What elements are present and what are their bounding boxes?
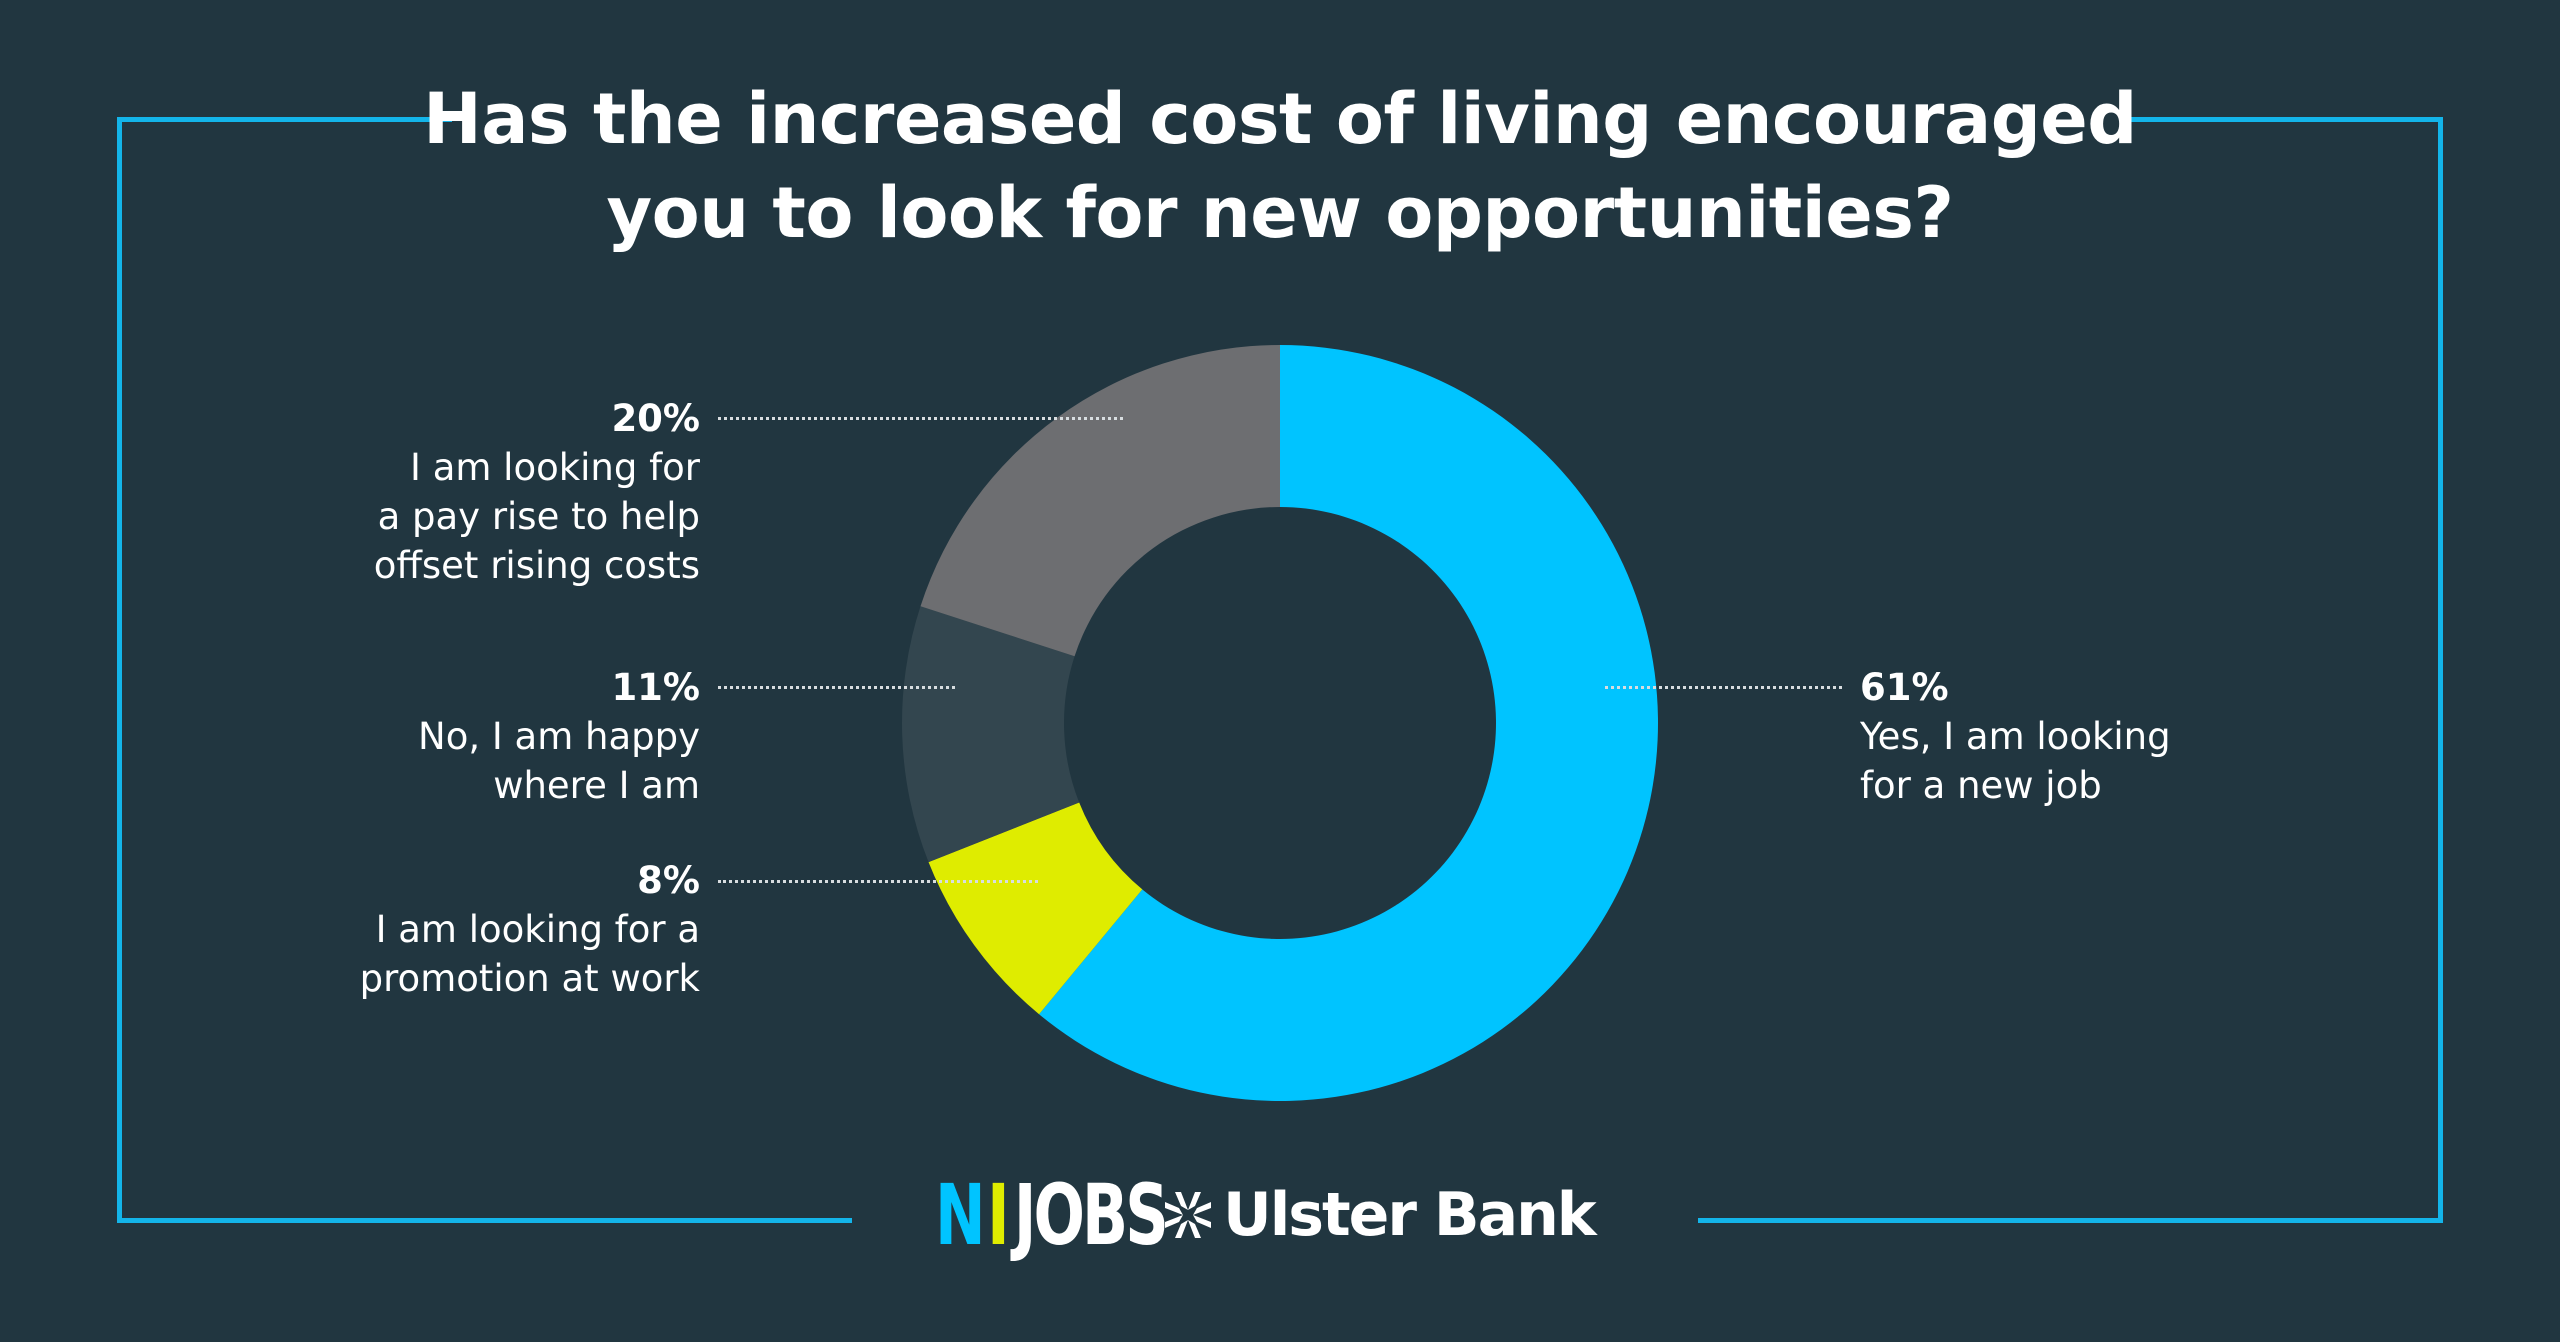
frame-left (117, 117, 122, 1223)
leader-line-happy (718, 686, 955, 689)
frame-bottom-left (117, 1218, 852, 1223)
slice-promotion (928, 802, 1143, 1015)
frame-top-left (117, 117, 452, 122)
logo-i: I (987, 1166, 1010, 1264)
slice-label-line: a pay rise to help (377, 495, 700, 538)
label-pay-rise: 20% I am looking for a pay rise to help … (374, 394, 700, 590)
slice-pct-label: 61% (1860, 666, 1949, 709)
title-line: Has the increased cost of living encoura… (423, 78, 2137, 160)
ulster-bank-text: Ulster Bank (1223, 1180, 1597, 1250)
footer-logos: N I JOBS Ulster Bank (935, 1166, 1597, 1264)
slice-new-job (1039, 345, 1659, 1101)
label-promotion: 8% I am looking for a promotion at work (360, 856, 700, 1003)
nijobs-logo: N I JOBS (935, 1166, 1169, 1264)
slice-label-line: I am looking for (410, 446, 700, 489)
ulster-bank-daisy-icon (1165, 1192, 1211, 1238)
slice-label-line: No, I am happy (418, 715, 700, 758)
slice-label-line: where I am (493, 764, 700, 807)
logo-jobs: JOBS (1013, 1166, 1169, 1264)
label-happy: 11% No, I am happy where I am (418, 663, 700, 810)
slice-pct-label: 8% (637, 859, 700, 902)
slice-label-line: promotion at work (359, 957, 700, 1000)
slice-pay-rise (920, 345, 1280, 657)
label-new-job: 61% Yes, I am looking for a new job (1860, 663, 2171, 810)
title-line: you to look for new opportunities? (606, 172, 1954, 254)
slice-label-line: I am looking for a (375, 908, 700, 951)
leader-line-pay-rise (718, 417, 1123, 420)
frame-top-right (2120, 117, 2443, 122)
leader-line-promotion (718, 880, 1038, 883)
slice-label-line: offset rising costs (373, 544, 700, 587)
frame-right (2438, 117, 2443, 1223)
slice-pct-label: 20% (611, 397, 700, 440)
slice-label-line: Yes, I am looking (1860, 715, 2171, 758)
chart-title: Has the increased cost of living encoura… (0, 72, 2560, 260)
frame-bottom-right (1698, 1218, 2443, 1223)
leader-line-new-job (1605, 686, 1842, 689)
logo-n: N (935, 1166, 986, 1264)
slice-label-line: for a new job (1860, 764, 2102, 807)
slice-pct-label: 11% (611, 666, 700, 709)
ulster-bank-logo: Ulster Bank (1161, 1180, 1597, 1250)
slice-happy (902, 606, 1080, 863)
